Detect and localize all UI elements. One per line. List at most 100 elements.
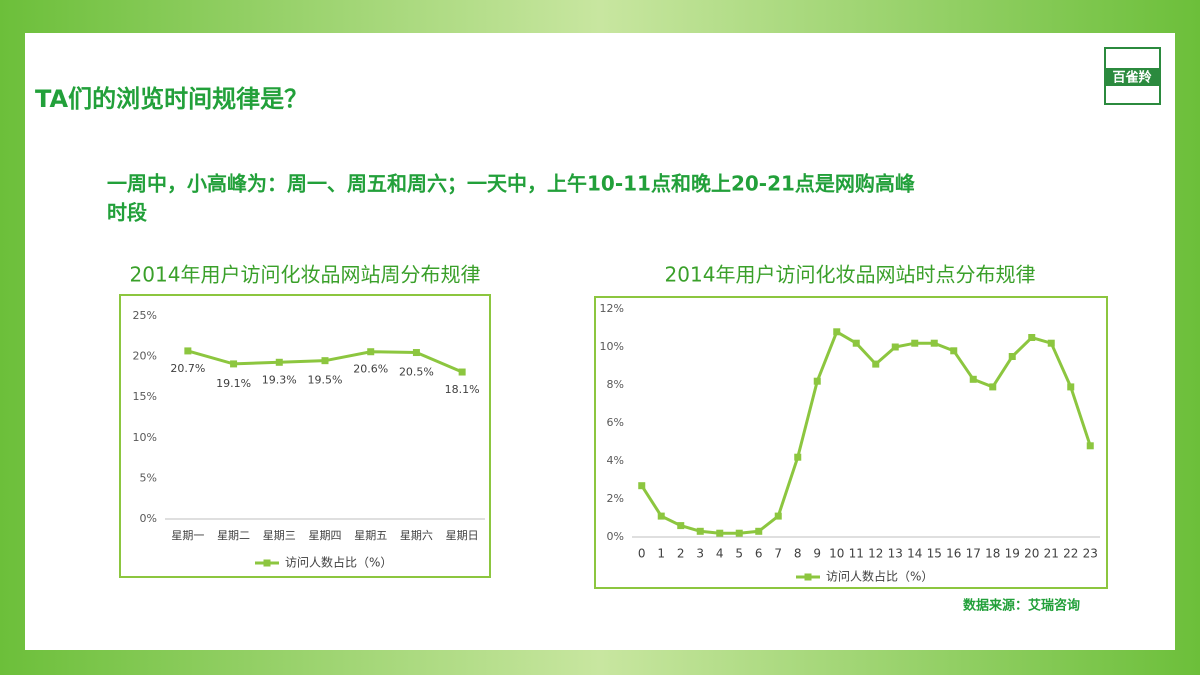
x-tick-label: 23 [1083,547,1098,561]
panel [25,33,1175,650]
marker [638,482,646,490]
marker [872,360,880,368]
x-tick-label: 17 [966,547,981,561]
line [640,329,1092,535]
marker [755,527,763,535]
x-tick-label: 星期三 [263,529,296,542]
x-tick-label: 19 [1005,547,1020,561]
x-tick-label: 21 [1044,547,1059,561]
x-tick-label: 11 [849,547,864,561]
x-tick-label: 1 [657,547,665,561]
marker [657,512,665,520]
y-tick-label: 0% [140,512,157,525]
slide-title: TA们的浏览时间规律是？ [35,85,308,113]
x-tick-label: 星期六 [400,529,433,542]
marker [184,347,192,355]
x-tick-label: 13 [888,547,903,561]
x-tick-label: 5 [735,547,743,561]
marker [930,339,938,347]
data-label: 20.5% [399,366,434,379]
y-tick-label: 10% [133,431,157,444]
x-tick-label: 星期二 [217,529,250,542]
chart-frame [594,296,1108,589]
data-label: 18.1% [445,383,480,396]
x-tick-label: 16 [946,547,961,561]
marker [774,512,782,520]
x-tick-label: 星期五 [354,529,387,542]
data-label: 20.6% [353,363,388,376]
marker [852,339,860,347]
marker [989,383,997,391]
y-tick-label: 10% [600,340,624,353]
y-tick-label: 4% [607,454,624,467]
marker [275,358,283,366]
data-label: 19.1% [216,377,251,390]
marker [321,357,329,365]
x-tick-label: 3 [696,547,704,561]
x-tick-label: 14 [907,547,922,561]
x-tick-label: 6 [755,547,763,561]
y-tick-label: 2% [607,492,624,505]
x-tick-label: 星期日 [446,529,479,542]
x-tick-label: 18 [985,547,1000,561]
chart-title: 2014年用户访问化妆品网站周分布规律 [130,263,481,287]
x-tick-label: 10 [829,547,844,561]
x-tick-label: 7 [774,547,782,561]
chart-frame [119,294,491,578]
x-tick-label: 星期四 [309,529,342,542]
marker [969,375,977,383]
y-tick-label: 6% [607,416,624,429]
data-label: 20.7% [170,362,205,375]
y-tick-label: 12% [600,302,624,315]
data-label: 19.5% [308,374,343,387]
y-tick-label: 15% [133,390,157,403]
y-tick-label: 0% [607,530,624,543]
data-label: 19.3% [262,373,297,386]
x-tick-label: 15 [927,547,942,561]
logo: 百雀羚 [1112,70,1152,86]
marker [716,529,724,537]
subtitle: 时段 [107,201,147,225]
marker [911,339,919,347]
legend-marker [263,559,271,567]
marker [1028,334,1036,341]
x-tick-label: 20 [1024,547,1039,561]
marker [412,349,420,357]
y-tick-label: 8% [607,378,624,391]
marker [696,527,704,535]
marker [735,529,743,537]
x-tick-label: 9 [813,547,821,561]
x-tick-label: 22 [1063,547,1078,561]
marker [677,522,685,530]
legend-marker [804,573,812,581]
marker [1008,353,1016,360]
marker [458,368,466,376]
marker [833,328,841,336]
y-tick-label: 20% [133,350,157,363]
marker [1067,383,1075,391]
x-tick-label: 8 [794,547,802,561]
marker [794,453,802,461]
marker [891,343,899,351]
legend-label: 访问人数占比（%） [826,569,933,584]
logo-band [1105,68,1160,86]
marker [230,360,238,368]
y-tick-label: 25% [133,309,157,322]
y-tick-label: 5% [140,471,157,484]
marker [1047,339,1055,347]
legend-label: 访问人数占比（%） [285,555,392,570]
marker [367,348,375,356]
marker [813,377,821,385]
x-tick-label: 0 [638,547,646,561]
marker [950,347,958,355]
x-tick-label: 12 [868,547,883,561]
marker [1086,442,1094,450]
x-tick-label: 星期一 [171,529,204,542]
x-tick-label: 2 [677,547,685,561]
subtitle: 一周中，小高峰为：周一、周五和周六；一天中，上午10-11点和晚上20-21点是… [107,172,915,196]
x-tick-label: 4 [716,547,724,561]
source: 数据来源：艾瑞咨询 [963,598,1080,614]
chart-title: 2014年用户访问化妆品网站时点分布规律 [665,263,1036,287]
